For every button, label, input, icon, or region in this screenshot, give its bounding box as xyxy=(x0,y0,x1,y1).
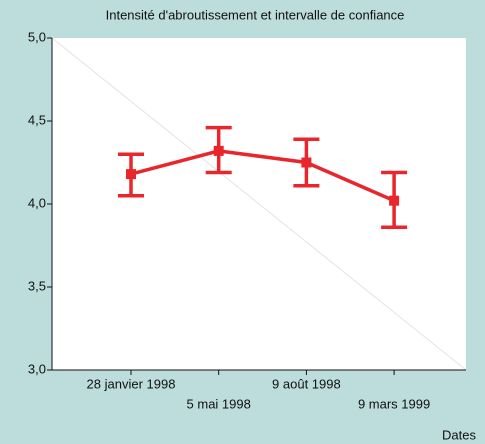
x-tick-label: 9 mars 1999 xyxy=(358,396,430,411)
x-tick-label: 28 janvier 1998 xyxy=(87,376,176,391)
x-axis-title: Dates xyxy=(442,427,476,442)
y-tick-label: 4,5 xyxy=(28,112,46,127)
y-tick-label: 3,0 xyxy=(28,361,46,376)
point xyxy=(213,145,224,156)
diagonal xyxy=(51,37,467,371)
point xyxy=(389,195,400,206)
chart-title: Intensité d'abroutissement et intervalle… xyxy=(106,7,405,22)
point xyxy=(301,157,312,168)
point xyxy=(126,169,136,180)
x-tick-label: 5 mai 1998 xyxy=(187,396,251,411)
y-tick-label: 3,5 xyxy=(28,278,46,293)
y-tick-label: 5,0 xyxy=(28,29,46,44)
line xyxy=(130,149,395,203)
x-tick-label: 9 août 1998 xyxy=(272,376,341,391)
y-tick-label: 4,0 xyxy=(28,195,46,210)
